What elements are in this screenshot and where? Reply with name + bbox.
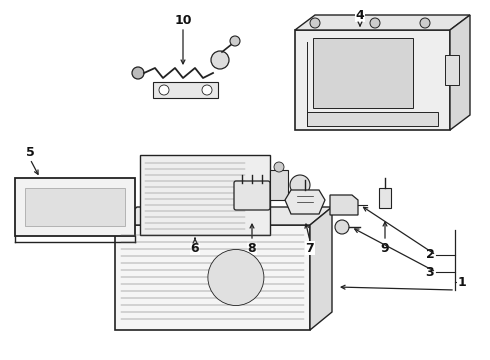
Polygon shape: [450, 15, 470, 130]
Text: 1: 1: [458, 275, 466, 288]
Circle shape: [290, 175, 310, 195]
Bar: [153, 82, 218, 98]
Text: 9: 9: [381, 242, 390, 255]
Circle shape: [202, 85, 212, 95]
Polygon shape: [295, 15, 470, 30]
Text: 5: 5: [25, 145, 34, 158]
Circle shape: [420, 18, 430, 28]
Bar: [25, 188, 125, 226]
Bar: [115, 225, 310, 330]
Bar: [445, 55, 459, 85]
Bar: [295, 30, 450, 130]
Circle shape: [159, 85, 169, 95]
Bar: [379, 188, 391, 208]
Text: 10: 10: [174, 14, 192, 27]
Bar: [313, 38, 413, 108]
FancyBboxPatch shape: [234, 181, 270, 210]
Text: 4: 4: [356, 9, 365, 22]
Polygon shape: [330, 195, 358, 215]
Text: 6: 6: [191, 242, 199, 255]
Circle shape: [335, 220, 349, 234]
Circle shape: [274, 162, 284, 172]
Circle shape: [211, 51, 229, 69]
Text: 8: 8: [247, 242, 256, 255]
Circle shape: [208, 249, 264, 306]
Polygon shape: [115, 207, 332, 225]
Circle shape: [370, 18, 380, 28]
Circle shape: [230, 36, 240, 46]
Text: 3: 3: [426, 266, 434, 279]
Polygon shape: [310, 207, 332, 330]
Bar: [15, 178, 135, 236]
Bar: [307, 112, 438, 126]
Circle shape: [310, 18, 320, 28]
Circle shape: [132, 67, 144, 79]
Text: 7: 7: [306, 242, 315, 255]
Text: 2: 2: [426, 248, 434, 261]
Bar: [140, 155, 270, 235]
Polygon shape: [285, 190, 325, 214]
Bar: [270, 170, 288, 200]
